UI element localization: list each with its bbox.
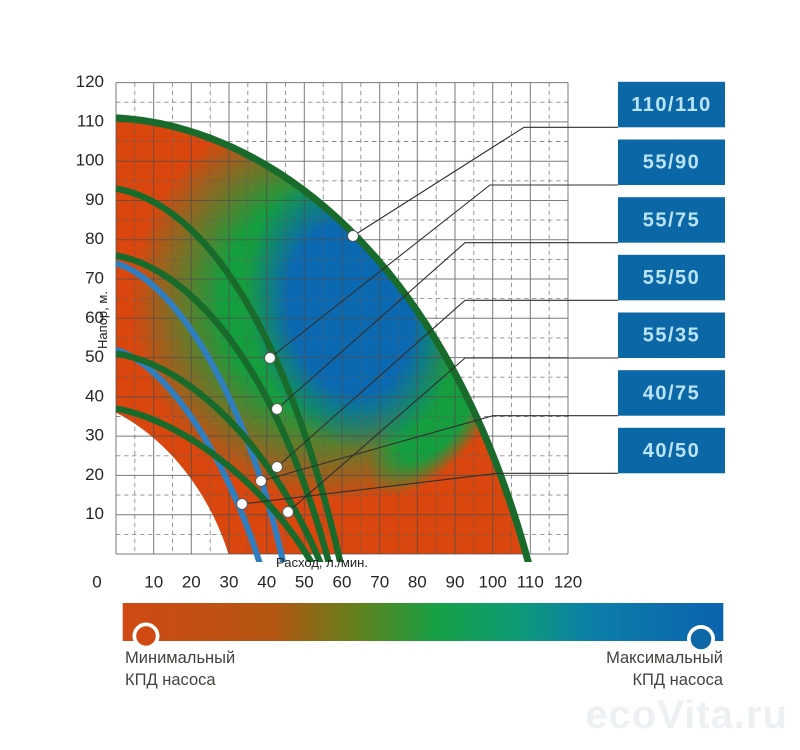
x-axis-ticks: 0 10 20 30 40 50 60 70 80 90 100 110 120 bbox=[92, 572, 582, 591]
badge-55-90: 55/90 bbox=[618, 139, 725, 185]
pump-model-badges: 110/110 55/90 55/75 55/50 55/35 40/75 40… bbox=[618, 81, 725, 474]
y-tick: 80 bbox=[85, 229, 104, 248]
grid-major bbox=[115, 82, 569, 555]
badge-55-35: 55/35 bbox=[618, 312, 725, 358]
badge-40-75: 40/75 bbox=[618, 370, 725, 416]
x-tick: 100 bbox=[479, 572, 507, 591]
min-efficiency-marker bbox=[136, 626, 156, 646]
y-axis-title: Напор, м. bbox=[95, 291, 110, 349]
badge-label: 40/50 bbox=[643, 440, 701, 462]
y-tick: 30 bbox=[85, 426, 104, 445]
x-tick: 50 bbox=[295, 572, 314, 591]
operating-point-40-50 bbox=[236, 498, 248, 510]
curve-55-35 bbox=[115, 405, 315, 562]
y-tick: 120 bbox=[76, 72, 104, 91]
badge-label: 40/75 bbox=[643, 382, 701, 404]
x-tick: 10 bbox=[144, 572, 163, 591]
operating-point-55-75 bbox=[271, 403, 283, 415]
max-efficiency-label-line1: Максимальный bbox=[606, 649, 723, 667]
x-tick: 0 bbox=[92, 572, 101, 591]
x-tick: 70 bbox=[370, 572, 389, 591]
y-tick: 70 bbox=[85, 268, 104, 287]
operating-point-55-35 bbox=[282, 506, 294, 518]
badge-label: 55/50 bbox=[643, 267, 701, 289]
y-tick: 90 bbox=[85, 190, 104, 209]
x-tick: 80 bbox=[408, 572, 427, 591]
curve-55-50 bbox=[115, 350, 324, 562]
y-tick: 60 bbox=[85, 308, 104, 327]
x-tick: 90 bbox=[446, 572, 465, 591]
badge-55-75: 55/75 bbox=[618, 197, 725, 243]
badge-label: 55/35 bbox=[643, 325, 701, 347]
x-tick: 120 bbox=[554, 572, 582, 591]
max-efficiency-label-line2: КПД насоса bbox=[632, 671, 723, 689]
min-efficiency-label-line2: КПД насоса bbox=[125, 671, 216, 689]
watermark: ecoVita.ru bbox=[585, 693, 788, 737]
operating-point-55-90 bbox=[264, 352, 276, 364]
x-tick: 40 bbox=[257, 572, 276, 591]
curve-55-90 bbox=[115, 185, 344, 562]
min-efficiency-label-line1: Минимальный bbox=[125, 649, 235, 667]
badge-40-50: 40/50 bbox=[618, 427, 725, 474]
badge-label: 55/75 bbox=[643, 209, 701, 231]
badge-label: 110/110 bbox=[631, 94, 712, 116]
y-tick: 40 bbox=[85, 386, 104, 405]
badge-55-50: 55/50 bbox=[618, 254, 725, 301]
operating-point-40-75 bbox=[255, 475, 267, 487]
y-tick: 100 bbox=[76, 151, 104, 170]
efficiency-legend: Минимальный КПД насоса Максимальный КПД … bbox=[122, 603, 724, 689]
curve-55-75 bbox=[115, 252, 332, 562]
y-tick: 20 bbox=[85, 465, 104, 484]
x-tick: 60 bbox=[333, 572, 352, 591]
efficiency-gradient-bar bbox=[122, 603, 724, 641]
x-axis-title: Расход, л./мин. bbox=[276, 555, 368, 570]
y-tick: 110 bbox=[77, 111, 104, 130]
curve-110-110 bbox=[115, 114, 532, 562]
y-axis-ticks: 10 20 30 40 50 60 70 80 90 100 110 120 bbox=[76, 72, 104, 523]
x-tick: 110 bbox=[517, 572, 544, 591]
operating-point-55-50 bbox=[271, 461, 283, 473]
operating-point-110-110 bbox=[347, 230, 359, 242]
y-tick: 50 bbox=[85, 347, 104, 366]
badge-label: 55/90 bbox=[643, 152, 701, 174]
max-efficiency-marker bbox=[690, 628, 712, 650]
badge-110-110: 110/110 bbox=[618, 81, 725, 128]
x-tick: 20 bbox=[182, 572, 201, 591]
x-tick: 30 bbox=[220, 572, 239, 591]
operating-points bbox=[236, 230, 359, 518]
y-tick: 10 bbox=[85, 504, 104, 523]
leader-lines bbox=[241, 126, 618, 513]
